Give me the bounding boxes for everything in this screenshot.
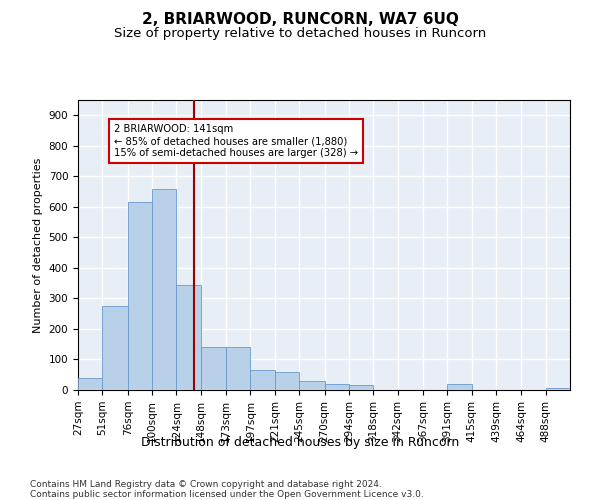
Bar xyxy=(447,384,472,390)
Y-axis label: Number of detached properties: Number of detached properties xyxy=(33,158,43,332)
Bar xyxy=(201,348,226,390)
Bar xyxy=(78,378,103,390)
Text: Contains HM Land Registry data © Crown copyright and database right 2024.
Contai: Contains HM Land Registry data © Crown c… xyxy=(30,480,424,500)
Bar xyxy=(103,306,128,390)
Bar xyxy=(250,370,275,390)
Bar xyxy=(349,386,373,390)
Bar xyxy=(545,388,570,390)
Text: 2 BRIARWOOD: 141sqm
← 85% of detached houses are smaller (1,880)
15% of semi-det: 2 BRIARWOOD: 141sqm ← 85% of detached ho… xyxy=(113,124,358,158)
Bar xyxy=(299,381,325,390)
Text: Distribution of detached houses by size in Runcorn: Distribution of detached houses by size … xyxy=(141,436,459,449)
Bar xyxy=(325,384,349,390)
Bar xyxy=(152,188,176,390)
Text: Size of property relative to detached houses in Runcorn: Size of property relative to detached ho… xyxy=(114,28,486,40)
Bar xyxy=(128,202,152,390)
Bar xyxy=(176,284,201,390)
Bar xyxy=(275,372,299,390)
Bar xyxy=(226,348,250,390)
Text: 2, BRIARWOOD, RUNCORN, WA7 6UQ: 2, BRIARWOOD, RUNCORN, WA7 6UQ xyxy=(142,12,458,28)
